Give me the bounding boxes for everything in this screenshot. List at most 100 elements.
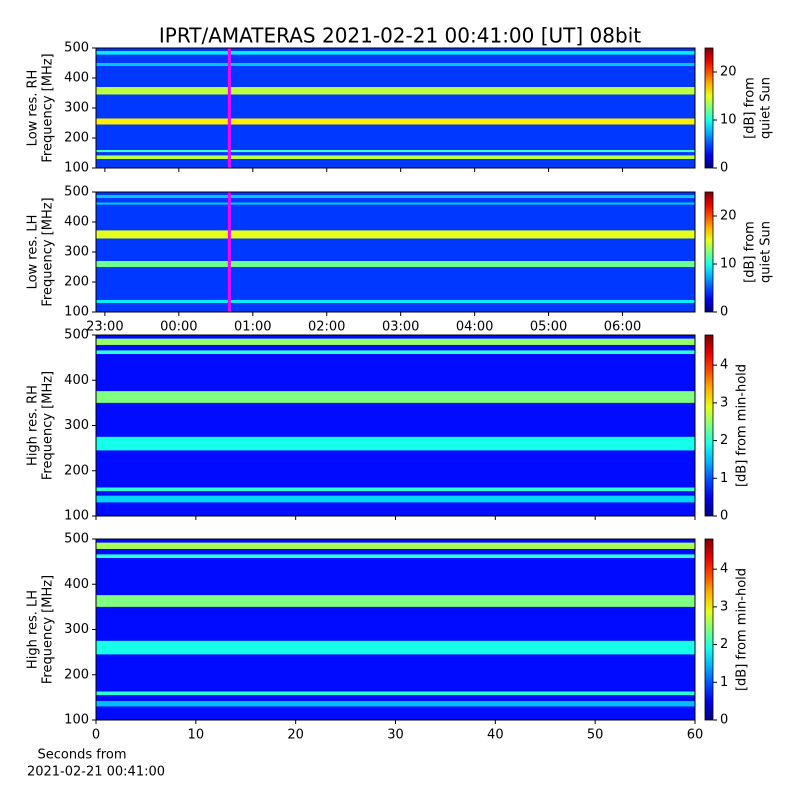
colorbar-label: [dB] from min-hold — [735, 568, 750, 691]
y-tick-label: 100 — [64, 305, 89, 320]
y-axis-label: High res. RH — [26, 385, 41, 466]
colorbar-tick-label: 4 — [720, 358, 728, 373]
x-tick-label: 02:00 — [308, 320, 345, 335]
colorbar-tick-label: 1 — [720, 675, 728, 690]
y-axis-label: Frequency [MHz] — [41, 53, 56, 162]
colorbar-label: quiet Sun — [759, 221, 774, 283]
spectrogram-band — [96, 261, 695, 267]
x-tick-label: 00:00 — [160, 320, 197, 335]
spectrogram-background — [96, 335, 695, 516]
spectrogram-band — [96, 691, 695, 696]
figure-title: IPRT/AMATERAS 2021-02-21 00:41:00 [UT] 0… — [159, 24, 641, 48]
colorbar — [704, 47, 714, 169]
y-axis-label: Frequency [MHz] — [41, 371, 56, 480]
colorbar-label: [dB] from — [743, 221, 758, 283]
y-tick-label: 100 — [64, 161, 89, 176]
y-tick-label: 300 — [64, 245, 89, 260]
colorbar-tick-label: 20 — [720, 65, 737, 80]
spectrogram-band — [96, 155, 695, 159]
spectrogram-band — [96, 595, 695, 607]
x-tick-label: 50 — [587, 728, 604, 743]
spectrogram-band — [96, 487, 695, 492]
y-tick-label: 100 — [64, 509, 89, 524]
x-tick-label: 04:00 — [456, 320, 493, 335]
spectrogram-band — [96, 554, 695, 559]
x-tick-label: 30 — [387, 728, 404, 743]
y-axis-label: Low res. RH — [26, 70, 41, 147]
y-tick-label: 300 — [64, 418, 89, 433]
y-tick-label: 500 — [64, 328, 89, 343]
colorbar — [704, 334, 714, 517]
colorbar — [704, 191, 714, 313]
spectrogram-band — [96, 350, 695, 355]
x-tick-label: 20 — [287, 728, 304, 743]
x-axis-label: 2021-02-21 00:41:00 — [27, 765, 165, 780]
spectrogram-band — [96, 150, 695, 153]
x-tick-label: 10 — [188, 728, 205, 743]
x-tick-label: 60 — [687, 728, 704, 743]
spectrogram-band — [96, 436, 695, 451]
x-tick-label: 03:00 — [382, 320, 419, 335]
y-tick-label: 100 — [64, 713, 89, 728]
spectrogram-band — [96, 700, 695, 707]
y-tick-label: 400 — [64, 373, 89, 388]
y-tick-label: 200 — [64, 463, 89, 478]
x-tick-label: 06:00 — [604, 320, 641, 335]
y-tick-label: 300 — [64, 622, 89, 637]
colorbar-tick-label: 0 — [720, 509, 728, 524]
x-axis-label: Seconds from — [37, 748, 126, 763]
colorbar-label: [dB] from — [743, 77, 758, 139]
colorbar-tick-label: 4 — [720, 562, 728, 577]
spectrogram-band — [96, 51, 695, 55]
spectrogram-band — [96, 300, 695, 303]
colorbar-tick-label: 10 — [720, 257, 737, 272]
colorbar-tick-label: 0 — [720, 713, 728, 728]
spectrogram-band — [96, 230, 695, 239]
y-tick-label: 200 — [64, 667, 89, 682]
y-axis-label: Frequency [MHz] — [41, 575, 56, 684]
colorbar-tick-label: 0 — [720, 161, 728, 176]
y-tick-label: 300 — [64, 101, 89, 116]
spectrogram-band — [96, 118, 695, 125]
spectrogram-band — [96, 542, 695, 549]
y-tick-label: 500 — [64, 532, 89, 547]
x-tick-label: 01:00 — [234, 320, 271, 335]
spectrogram-band — [96, 87, 695, 95]
spectrogram-background — [96, 48, 695, 168]
y-tick-label: 400 — [64, 577, 89, 592]
colorbar-tick-label: 3 — [720, 395, 728, 410]
spectrogram-band — [96, 195, 695, 198]
x-tick-label: 0 — [92, 728, 100, 743]
colorbar-tick-label: 20 — [720, 209, 737, 224]
spectrogram-band — [96, 391, 695, 403]
y-axis-label: Low res. LH — [26, 215, 41, 290]
colorbar-tick-label: 2 — [720, 637, 728, 652]
colorbar-tick-label: 10 — [720, 113, 737, 128]
x-tick-label: 05:00 — [530, 320, 567, 335]
colorbar-tick-label: 1 — [720, 471, 728, 486]
spectrogram-background — [96, 192, 695, 312]
colorbar — [704, 538, 714, 721]
x-tick-label: 23:00 — [86, 320, 123, 335]
y-tick-label: 200 — [64, 131, 89, 146]
spectrogram-band — [96, 495, 695, 503]
x-tick-label: 40 — [487, 728, 504, 743]
colorbar-tick-label: 2 — [720, 433, 728, 448]
spectrogram-band — [96, 202, 695, 205]
y-tick-label: 200 — [64, 275, 89, 290]
colorbar-tick-label: 3 — [720, 599, 728, 614]
colorbar-label: quiet Sun — [759, 77, 774, 139]
y-tick-label: 400 — [64, 215, 89, 230]
spectrogram-band — [96, 338, 695, 345]
colorbar-tick-label: 0 — [720, 305, 728, 320]
y-tick-label: 500 — [64, 41, 89, 56]
y-tick-label: 400 — [64, 71, 89, 86]
spectrogram-band — [96, 63, 695, 66]
spectrogram-background — [96, 539, 695, 720]
colorbar-label: [dB] from min-hold — [735, 364, 750, 487]
y-axis-label: High res. LH — [26, 590, 41, 669]
y-axis-label: Frequency [MHz] — [41, 197, 56, 306]
spectrogram-band — [96, 640, 695, 655]
y-tick-label: 500 — [64, 185, 89, 200]
